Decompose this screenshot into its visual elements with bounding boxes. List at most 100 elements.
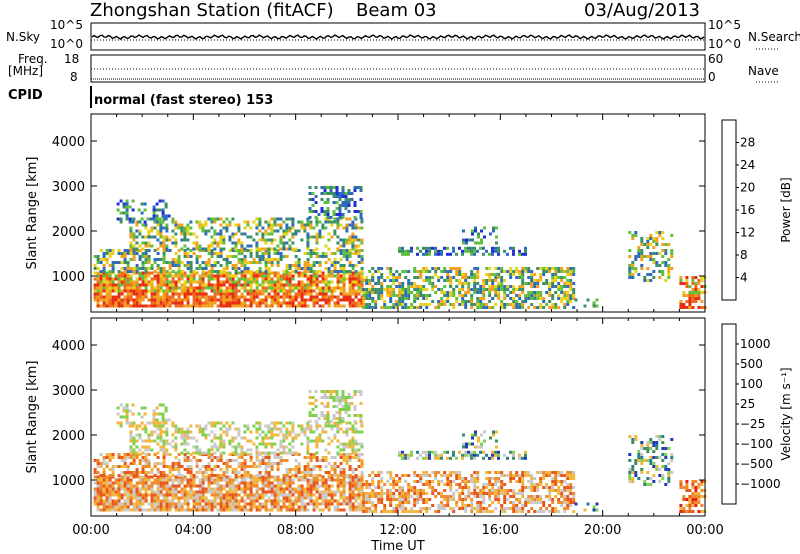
velocity-cell — [231, 421, 235, 425]
power-cell — [640, 264, 644, 267]
velocity-cell — [294, 496, 298, 500]
velocity-cell — [306, 462, 310, 465]
velocity-cell — [102, 459, 106, 462]
velocity-cell — [129, 474, 133, 477]
power-cell — [497, 282, 501, 285]
power-cell — [279, 247, 283, 251]
velocity-cell — [342, 430, 346, 434]
velocity-cell — [189, 484, 193, 488]
power-cell — [207, 286, 211, 290]
velocity-cell — [368, 492, 372, 495]
velocity-cell — [183, 508, 187, 512]
velocity-cell — [105, 481, 109, 485]
velocity-cell — [270, 505, 274, 509]
power-cell — [237, 271, 241, 275]
power-cell — [204, 247, 208, 251]
velocity-cell — [177, 508, 181, 512]
velocity-cell — [99, 478, 103, 482]
power-cell — [279, 217, 283, 221]
power-cell — [249, 286, 253, 290]
power-cell — [315, 270, 319, 273]
velocity-cell — [99, 474, 103, 477]
velocity-cell — [222, 474, 226, 477]
velocity-cell — [300, 424, 304, 428]
power-cell — [368, 297, 372, 300]
velocity-cell — [126, 505, 130, 509]
velocity-cell — [339, 484, 343, 488]
power-cell — [252, 301, 256, 305]
power-cell — [249, 255, 253, 258]
velocity-cell — [201, 496, 205, 500]
velocity-cell — [165, 493, 169, 497]
velocity-cell — [93, 468, 97, 471]
power-cell — [183, 295, 187, 299]
power-cell — [252, 295, 256, 299]
velocity-cell — [341, 399, 345, 402]
velocity-cell — [341, 417, 345, 420]
velocity-cell — [348, 456, 352, 459]
power-cell — [348, 223, 352, 227]
power-cell — [351, 301, 355, 305]
velocity-cell — [252, 493, 256, 497]
velocity-cell — [225, 475, 229, 479]
velocity-cell — [413, 474, 417, 477]
velocity-cell — [336, 508, 340, 512]
power-cell — [326, 198, 330, 201]
velocity-cell — [129, 451, 133, 455]
power-cell — [323, 189, 327, 192]
velocity-cell — [189, 430, 193, 434]
power-cell — [473, 249, 476, 253]
power-cell — [192, 247, 196, 251]
power-cell — [300, 267, 304, 270]
velocity-cell — [96, 481, 100, 485]
power-cell — [342, 264, 346, 267]
power-cell — [125, 199, 129, 203]
power-cell — [539, 273, 543, 276]
power-cell — [237, 223, 241, 227]
velocity-cell — [323, 396, 327, 399]
power-cell — [512, 306, 516, 309]
power-cell — [117, 277, 121, 281]
power-cell — [234, 301, 238, 305]
velocity-cell — [401, 489, 405, 492]
power-cell — [141, 255, 145, 258]
velocity-cell — [255, 421, 259, 425]
power-cell — [351, 232, 355, 236]
power-cell — [207, 244, 211, 248]
velocity-cell — [156, 490, 160, 494]
velocity-cell — [351, 508, 355, 512]
velocity-cell — [357, 502, 361, 506]
power-cell — [120, 277, 124, 281]
velocity-cell — [141, 475, 145, 479]
power-cell — [464, 282, 468, 285]
velocity-cell — [156, 471, 160, 474]
velocity-cell — [186, 459, 190, 462]
velocity-cell — [360, 481, 364, 485]
velocity-cell — [303, 456, 307, 459]
velocity-cell — [309, 468, 313, 471]
velocity-cell — [345, 502, 349, 506]
power-cell — [131, 220, 135, 224]
velocity-cell — [342, 474, 346, 477]
velocity-cell — [264, 451, 268, 455]
power-cell — [348, 255, 352, 258]
power-cell — [345, 295, 349, 299]
velocity-cell — [267, 427, 271, 431]
velocity-cell — [368, 495, 372, 498]
power-cell — [470, 249, 473, 253]
velocity-cell — [332, 390, 336, 393]
velocity-cell — [311, 396, 315, 399]
power-cell — [150, 264, 154, 267]
velocity-cell — [345, 445, 349, 449]
power-cell — [470, 273, 474, 276]
velocity-cell — [153, 493, 157, 497]
velocity-cell — [246, 471, 250, 474]
velocity-cell — [413, 501, 417, 504]
power-cell — [186, 255, 190, 258]
power-cell — [357, 298, 361, 302]
velocity-cell — [309, 439, 313, 443]
velocity-cell — [491, 492, 495, 495]
power-cell — [282, 289, 286, 293]
power-cell — [141, 264, 145, 267]
power-cell — [321, 304, 325, 308]
